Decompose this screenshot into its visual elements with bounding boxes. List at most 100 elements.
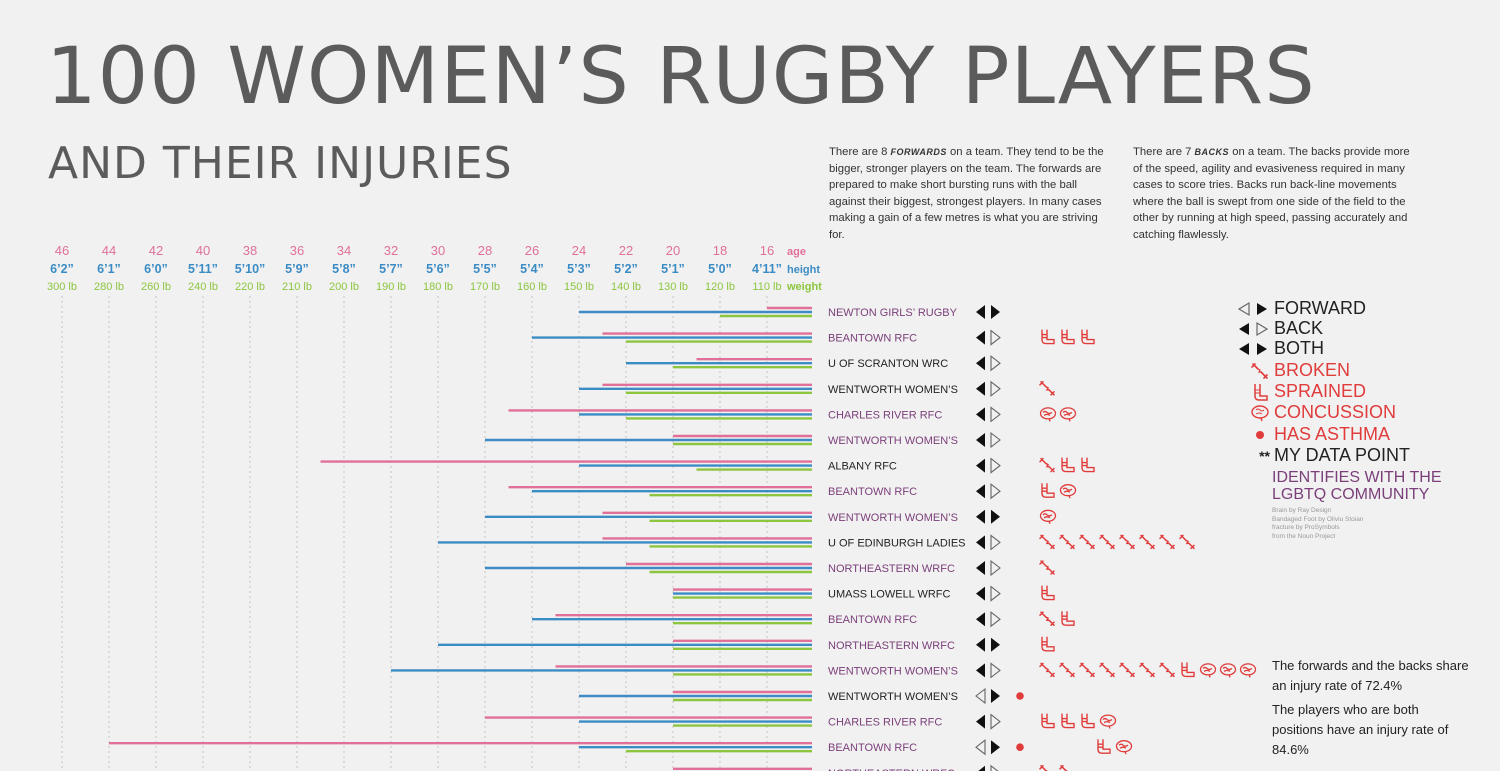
weight-tick-label: 120 lb — [705, 281, 735, 293]
brain-icon — [1115, 740, 1133, 755]
legend-my-data-label: MY DATA POINT — [1274, 445, 1411, 465]
age-tick-label: 40 — [196, 243, 210, 258]
legend-broken-label: BROKEN — [1274, 360, 1351, 380]
credit-line: Brain by Ray Design — [1272, 507, 1332, 514]
position-left-triangle — [976, 330, 985, 345]
height-tick-label: 5’3” — [567, 262, 591, 276]
weight-tick-label: 300 lb — [47, 281, 77, 293]
broken-bone-icon — [1099, 534, 1115, 550]
weight-tick-label: 220 lb — [235, 281, 265, 293]
forwards-emphasis: FORWARDS — [890, 147, 947, 157]
position-left-triangle — [976, 535, 985, 550]
axis-row-label: weight — [786, 281, 822, 293]
bandaged-foot-icon — [1232, 382, 1270, 402]
broken-bone-icon — [1039, 534, 1055, 550]
legend-concussion-label: CONCUSSION — [1274, 402, 1397, 422]
age-tick-label: 28 — [478, 243, 492, 258]
forward-symbol-icon — [1232, 301, 1270, 317]
weight-tick-label: 210 lb — [282, 281, 312, 293]
legend-back: BACK — [1232, 318, 1323, 339]
bandaged-foot-icon — [1041, 713, 1055, 729]
position-right-triangle — [991, 689, 1000, 703]
asthma-dot — [1016, 692, 1024, 700]
position-left-triangle — [978, 765, 985, 771]
legend-asthma: HAS ASTHMA — [1232, 424, 1390, 445]
position-right-triangle — [990, 713, 1001, 730]
height-tick-label: 5’8” — [332, 262, 356, 276]
position-right-triangle — [990, 406, 1001, 423]
broken-bone-icon — [1039, 611, 1055, 626]
broken-bone-icon — [1079, 534, 1095, 550]
backs-emphasis: BACKS — [1194, 147, 1230, 157]
broken-bone-icon — [1119, 534, 1135, 550]
position-left-triangle — [976, 663, 985, 678]
position-right-triangle — [990, 662, 1001, 679]
position-left-triangle — [976, 458, 985, 473]
page-title: 100 WOMEN’S RUGBY PLAYERS — [46, 32, 1316, 122]
legend-my-data: ** MY DATA POINT — [1232, 445, 1410, 466]
weight-tick-label: 110 lb — [752, 281, 781, 293]
height-tick-label: 5’10” — [235, 262, 266, 276]
height-tick-label: 5’4” — [520, 262, 544, 276]
forwards-text-after: on a team. They tend to be the bigger, s… — [829, 146, 1104, 241]
age-tick-label: 22 — [619, 243, 633, 258]
weight-tick-label: 140 lb — [611, 281, 641, 293]
height-tick-label: 5’9” — [285, 262, 309, 276]
bandaged-foot-icon — [1081, 329, 1095, 345]
bandaged-foot-icon — [1181, 662, 1195, 678]
height-tick-label: 4’11” — [752, 262, 782, 276]
bandaged-foot-icon — [1061, 713, 1075, 729]
height-tick-label: 5’0” — [708, 262, 732, 276]
both-symbol-icon — [1232, 341, 1270, 357]
axis-row-label: height — [787, 264, 820, 276]
position-right-triangle — [990, 380, 1001, 397]
position-right-triangle — [990, 483, 1001, 500]
age-tick-label: 38 — [243, 243, 257, 258]
team-name-label: NORTHEASTERN WRFC — [828, 563, 955, 575]
age-tick-label: 18 — [713, 243, 727, 258]
legend-sprained-label: SPRAINED — [1274, 381, 1367, 401]
weight-tick-label: 280 lb — [94, 281, 124, 293]
position-left-triangle — [976, 484, 985, 499]
broken-bone-icon — [1039, 560, 1055, 575]
legend-both: BOTH — [1232, 338, 1324, 359]
team-name-label: NORTHEASTERN WRFC — [828, 640, 955, 652]
broken-bone-icon — [1099, 662, 1115, 678]
position-left-triangle — [976, 509, 985, 524]
position-left-triangle — [976, 612, 985, 627]
position-left-triangle — [976, 433, 985, 447]
weight-tick-label: 130 lb — [658, 281, 688, 293]
position-left-triangle — [976, 381, 985, 396]
legend-forward-label: FORWARD — [1274, 298, 1366, 318]
height-tick-label: 5’5” — [473, 262, 497, 276]
broken-bone-icon — [1139, 662, 1155, 678]
team-name-label: NORTHEASTERN WRFC — [828, 768, 955, 771]
team-name-label: NEWTON GIRLS’ RUGBY — [828, 307, 958, 319]
weight-tick-label: 240 lb — [188, 281, 218, 293]
brain-icon — [1039, 509, 1057, 525]
age-tick-label: 34 — [337, 243, 351, 258]
position-right-triangle — [990, 431, 1001, 449]
credit-line: Bandaged Foot by Oliviu Stoian — [1272, 515, 1364, 523]
bandaged-foot-icon — [1061, 329, 1075, 345]
position-right-triangle — [990, 329, 1001, 346]
age-tick-label: 42 — [149, 243, 163, 258]
team-name-label: WENTWORTH WOMEN’S — [828, 384, 958, 396]
broken-bone-icon — [1139, 534, 1155, 550]
height-tick-label: 6’0” — [144, 262, 168, 276]
position-right-triangle — [990, 355, 1001, 372]
weight-tick-label: 190 lb — [376, 281, 406, 293]
position-right-triangle — [990, 457, 1001, 474]
position-right-triangle — [990, 611, 1001, 628]
height-tick-label: 5’2” — [614, 262, 638, 276]
team-name-label: WENTWORTH WOMEN’S — [828, 512, 958, 524]
back-symbol-icon — [1232, 321, 1270, 337]
injury-rate-stat-both: The players who are both positions have … — [1272, 702, 1449, 757]
page-subtitle: AND THEIR INJURIES — [48, 138, 513, 189]
weight-tick-label: 200 lb — [329, 281, 359, 293]
brain-icon — [1059, 484, 1077, 499]
broken-bone-icon — [1059, 662, 1075, 678]
brain-icon — [1059, 407, 1077, 422]
broken-bone-icon — [1059, 534, 1075, 550]
